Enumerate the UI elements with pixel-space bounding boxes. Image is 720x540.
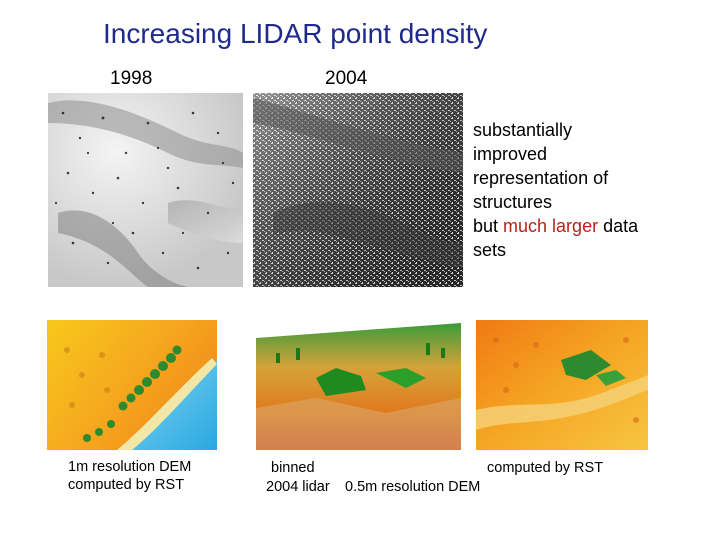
caption-left-line-2: computed by RST [68,477,185,493]
description-line-6: sets [473,240,507,260]
caption-middle-line-1: binned [271,460,315,476]
description-line-5: but much larger data [473,214,713,238]
lidar-1998-points-image [48,93,243,287]
lidar-2004-points-image [253,93,463,287]
binned-2004-lidar-image [256,318,461,450]
dem-05m-image [476,320,648,450]
caption-left: 1m resolution DEM computed by RST [68,458,191,494]
description-line-2: improved [473,144,548,164]
year-label-2004: 2004 [325,68,368,89]
description-line-4: structures [473,192,553,212]
description-prefix: but [473,216,504,236]
description-highlight: much larger [503,216,599,236]
slide-title: Increasing LIDAR point density [103,18,488,49]
dem-1m-image [47,320,217,450]
caption-right-line-2: 0.5m resolution DEM [345,479,481,495]
description-line-1: substantially [473,120,573,140]
caption-right-line-1: computed by RST [487,460,604,476]
description-line-3: representation of [473,168,609,188]
description-text: substantially improved representation of… [473,118,713,262]
description-suffix: data [598,216,639,236]
caption-middle-line-2: 2004 lidar [266,479,330,495]
caption-left-line-1: 1m resolution DEM [68,459,192,475]
year-label-1998: 1998 [110,68,153,89]
